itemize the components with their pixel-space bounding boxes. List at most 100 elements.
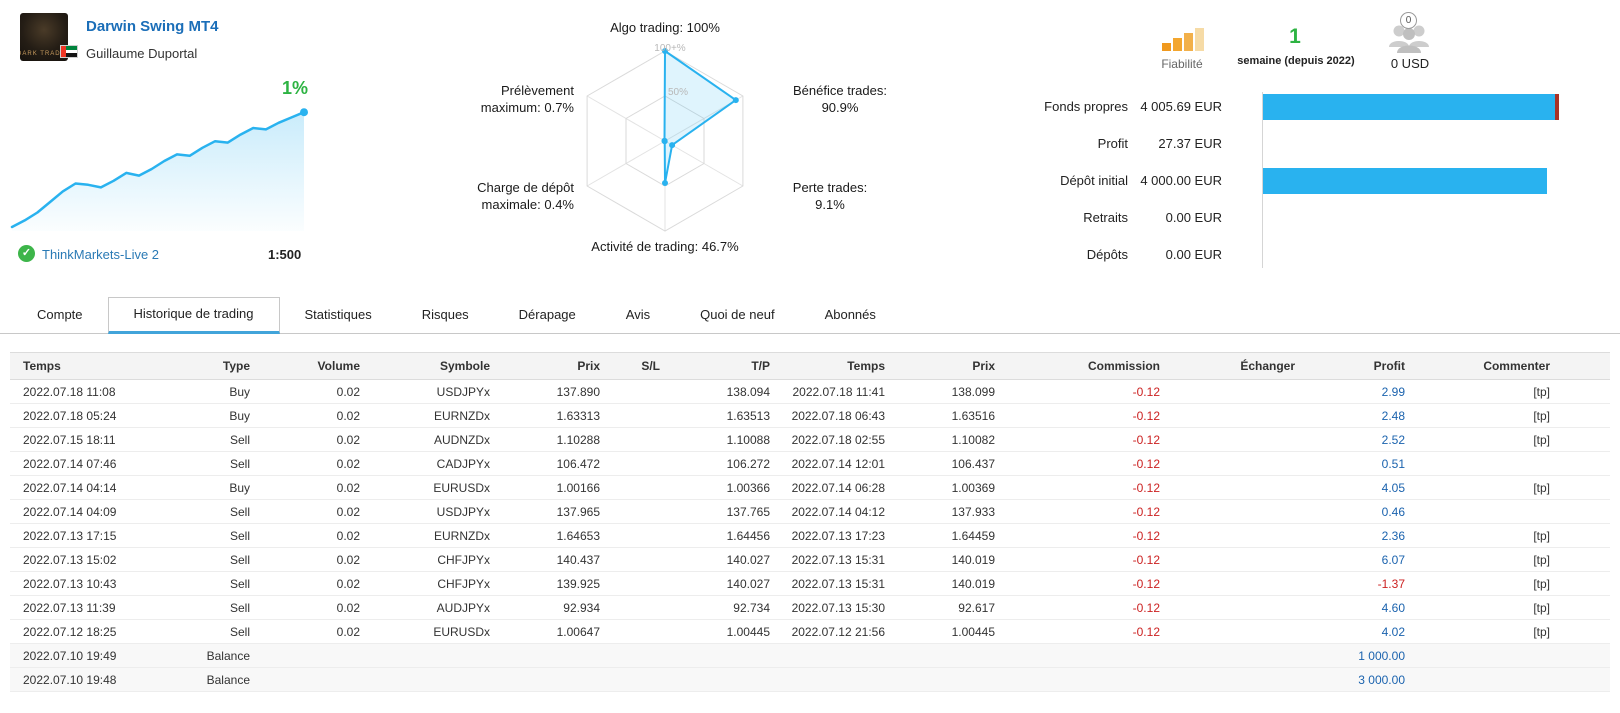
cell: 0.02	[250, 403, 360, 428]
tab-compte[interactable]: Compte	[37, 307, 83, 322]
cell: EURNZDx	[360, 523, 490, 548]
tab-abonnés[interactable]: Abonnés	[824, 307, 876, 322]
cell: 2022.07.13 11:39	[10, 595, 165, 620]
author-name[interactable]: Guillaume Duportal	[86, 46, 198, 61]
growth-chart	[10, 108, 308, 231]
cell	[1160, 403, 1295, 428]
stat-bar	[1262, 205, 1558, 231]
reliability-label: Fiabilité	[1161, 57, 1203, 71]
cell	[1160, 499, 1295, 524]
cell: 2022.07.12 18:25	[10, 619, 165, 644]
tab-quoi-de-neuf[interactable]: Quoi de neuf	[700, 307, 775, 322]
cell	[490, 643, 600, 668]
cell: Balance	[165, 667, 250, 692]
cell: 0.02	[250, 595, 360, 620]
cell: 4.05	[1295, 475, 1405, 500]
cell: 2.99	[1295, 379, 1405, 404]
column-header[interactable]: S/L	[600, 352, 660, 380]
cell: 2022.07.18 11:08	[10, 379, 165, 404]
cell: 2022.07.15 18:11	[10, 427, 165, 452]
column-header[interactable]: Prix	[490, 352, 600, 380]
stat-row: Fonds propres 4 005.69 EUR	[980, 88, 1560, 125]
cell	[600, 379, 660, 404]
cell: 0.02	[250, 523, 360, 548]
cell: 0.02	[250, 547, 360, 572]
cell: 2022.07.13 15:30	[770, 595, 885, 620]
tab-risques[interactable]: Risques	[421, 307, 469, 322]
cell	[600, 403, 660, 428]
cell: EURUSDx	[360, 475, 490, 500]
account-server-link[interactable]: ThinkMarkets-Live 2	[42, 247, 160, 262]
table-row: 2022.07.12 18:25 Sell 0.02 EURUSDx 1.00647 1.…	[10, 619, 1610, 644]
cell: 140.027	[660, 547, 770, 572]
avatar: DARK TRADER	[20, 13, 68, 61]
cell: 4.60	[1295, 595, 1405, 620]
cell: [tp]	[1405, 427, 1610, 452]
cell: CADJPYx	[360, 451, 490, 476]
cell: 6.07	[1295, 547, 1405, 572]
tab-bar-inner: Compte Historique de trading Statistiques R…	[12, 297, 1620, 334]
table-row: 2022.07.14 07:46 Sell 0.02 CADJPYx 106.472 10…	[10, 451, 1610, 476]
table-row: 2022.07.10 19:48 Balance 3 000.00	[10, 667, 1610, 692]
cell: [tp]	[1405, 619, 1610, 644]
cell	[995, 667, 1160, 692]
cell: [tp]	[1405, 379, 1610, 404]
cell: 1.00445	[660, 619, 770, 644]
cell	[600, 643, 660, 668]
column-header[interactable]: Type	[165, 352, 250, 380]
cell: -0.12	[995, 379, 1160, 404]
cell: 2022.07.14 04:14	[10, 475, 165, 500]
cell: 2022.07.14 06:28	[770, 475, 885, 500]
cell: USDJPYx	[360, 379, 490, 404]
growth-percent: 1%	[281, 78, 308, 98]
column-header[interactable]: Prix	[885, 352, 995, 380]
cell: [tp]	[1405, 403, 1610, 428]
column-header[interactable]: Symbole	[360, 352, 490, 380]
cell: USDJPYx	[360, 499, 490, 524]
stat-row: Profit 27.37 EUR	[980, 125, 1560, 162]
cell: 2022.07.14 07:46	[10, 451, 165, 476]
cell	[770, 667, 885, 692]
column-header[interactable]: Profit	[1295, 352, 1405, 380]
cell: 0.46	[1295, 499, 1405, 524]
cell: 0.02	[250, 379, 360, 404]
cell: 1.64456	[660, 523, 770, 548]
cell: 92.934	[490, 595, 600, 620]
cell	[360, 643, 490, 668]
column-header[interactable]: Commission	[995, 352, 1160, 380]
tab-avis[interactable]: Avis	[625, 307, 651, 322]
table-row: 2022.07.13 10:43 Sell 0.02 CHFJPYx 139.925 14…	[10, 571, 1610, 596]
cell: [tp]	[1405, 475, 1610, 500]
cell: 92.617	[885, 595, 995, 620]
stat-label: Retraits	[1083, 210, 1128, 225]
tab-historique-de-trading[interactable]: Historique de trading	[107, 297, 280, 334]
column-header[interactable]: T/P	[660, 352, 770, 380]
tab-statistiques[interactable]: Statistiques	[304, 307, 372, 322]
cell: 2022.07.13 10:43	[10, 571, 165, 596]
tab-dérapage[interactable]: Dérapage	[518, 307, 576, 322]
cell: 1.63313	[490, 403, 600, 428]
cell: 2.52	[1295, 427, 1405, 452]
cell	[600, 667, 660, 692]
column-header[interactable]: Échanger	[1160, 352, 1295, 380]
cell: 106.472	[490, 451, 600, 476]
cell	[1160, 523, 1295, 548]
cell	[250, 667, 360, 692]
signal-title[interactable]: Darwin Swing MT4	[86, 18, 219, 35]
stat-value: 4 000.00 EUR	[1140, 173, 1222, 188]
tab-bar: Compte Historique de trading Statistiques R…	[0, 297, 1620, 334]
leverage-value: 1:500	[268, 247, 302, 262]
cell: 1.10088	[660, 427, 770, 452]
column-header[interactable]: Commenter	[1405, 352, 1610, 380]
column-header[interactable]: Temps	[770, 352, 885, 380]
cell: 1 000.00	[1295, 643, 1405, 668]
cell: 137.890	[490, 379, 600, 404]
column-header[interactable]: Volume	[250, 352, 360, 380]
cell: CHFJPYx	[360, 571, 490, 596]
radar-axis-benefice-trades: Bénéfice trades: 90.9%	[793, 83, 887, 115]
cell: 2022.07.13 15:31	[770, 547, 885, 572]
column-header[interactable]: Temps	[10, 352, 165, 380]
table-row: 2022.07.10 19:49 Balance 1 000.00	[10, 643, 1610, 668]
stat-bar	[1262, 242, 1558, 268]
